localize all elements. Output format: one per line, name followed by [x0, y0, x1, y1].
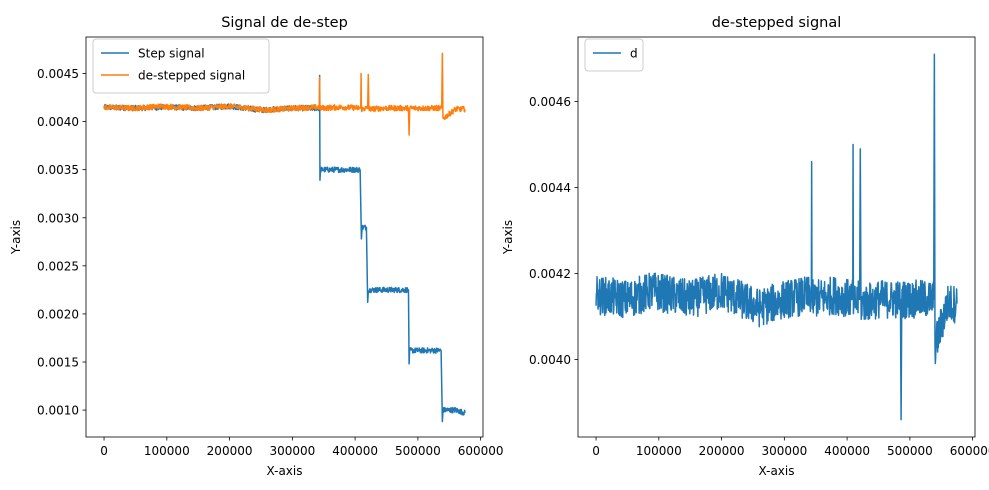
- y-tick-label: 0.0025: [37, 259, 79, 273]
- x-tick-label: 100000: [636, 444, 682, 458]
- y-axis-label: Y-axis: [501, 220, 515, 255]
- chart-2: 0 100000 200000 300000 400000 500000 600000 0.0…: [501, 15, 989, 478]
- x-tick-label: 300000: [761, 444, 807, 458]
- y-tick-label: 0.0045: [37, 67, 79, 81]
- chart-1: 0 100000 200000 300000 400000 500000 600000 0.0…: [9, 15, 504, 478]
- series-line-1: [103, 74, 466, 423]
- legend: d: [584, 38, 644, 72]
- legend-box: [92, 38, 270, 94]
- legend: Step signal de-stepped signal: [92, 38, 270, 94]
- axes-frame: [85, 36, 484, 438]
- axes-frame: [577, 36, 976, 438]
- chart-title: de-stepped signal: [712, 15, 842, 31]
- legend-box: [584, 38, 644, 72]
- x-tick-label: 100000: [144, 444, 190, 458]
- plot-area: [103, 52, 466, 423]
- plot-area: [595, 53, 958, 421]
- x-tick-label: 600000: [950, 444, 989, 458]
- legend-label: de-stepped signal: [138, 69, 245, 83]
- y-tick-label: 0.0042: [529, 267, 571, 281]
- x-tick-label: 500000: [887, 444, 933, 458]
- x-tick-label: 400000: [332, 444, 378, 458]
- y-tick-label: 0.0010: [37, 404, 79, 418]
- y-axis-label: Y-axis: [9, 220, 23, 255]
- y-tick-label: 0.0020: [37, 307, 79, 321]
- series-line-1: [595, 53, 958, 421]
- x-tick-label: 500000: [395, 444, 441, 458]
- x-tick-label: 300000: [269, 444, 315, 458]
- y-tick-label: 0.0040: [529, 353, 571, 367]
- x-tick-label: 400000: [824, 444, 870, 458]
- y-tick-label: 0.0046: [529, 95, 571, 109]
- legend-label: d: [630, 47, 638, 61]
- x-tick-label: 600000: [458, 444, 504, 458]
- x-tick-label: 200000: [699, 444, 745, 458]
- x-tick-label: 200000: [207, 444, 253, 458]
- legend-label: Step signal: [138, 47, 205, 61]
- x-tick-label: 0: [592, 444, 600, 458]
- y-tick-label: 0.0044: [529, 181, 571, 195]
- x-tick-label: 0: [100, 444, 108, 458]
- chart-title: Signal de de-step: [221, 15, 348, 31]
- y-tick-label: 0.0030: [37, 211, 79, 225]
- series-line-2: [103, 52, 466, 136]
- x-axis-label: X-axis: [267, 464, 303, 478]
- y-tick-label: 0.0040: [37, 115, 79, 129]
- y-tick-label: 0.0035: [37, 163, 79, 177]
- y-tick-label: 0.0015: [37, 356, 79, 370]
- x-axis-label: X-axis: [759, 464, 795, 478]
